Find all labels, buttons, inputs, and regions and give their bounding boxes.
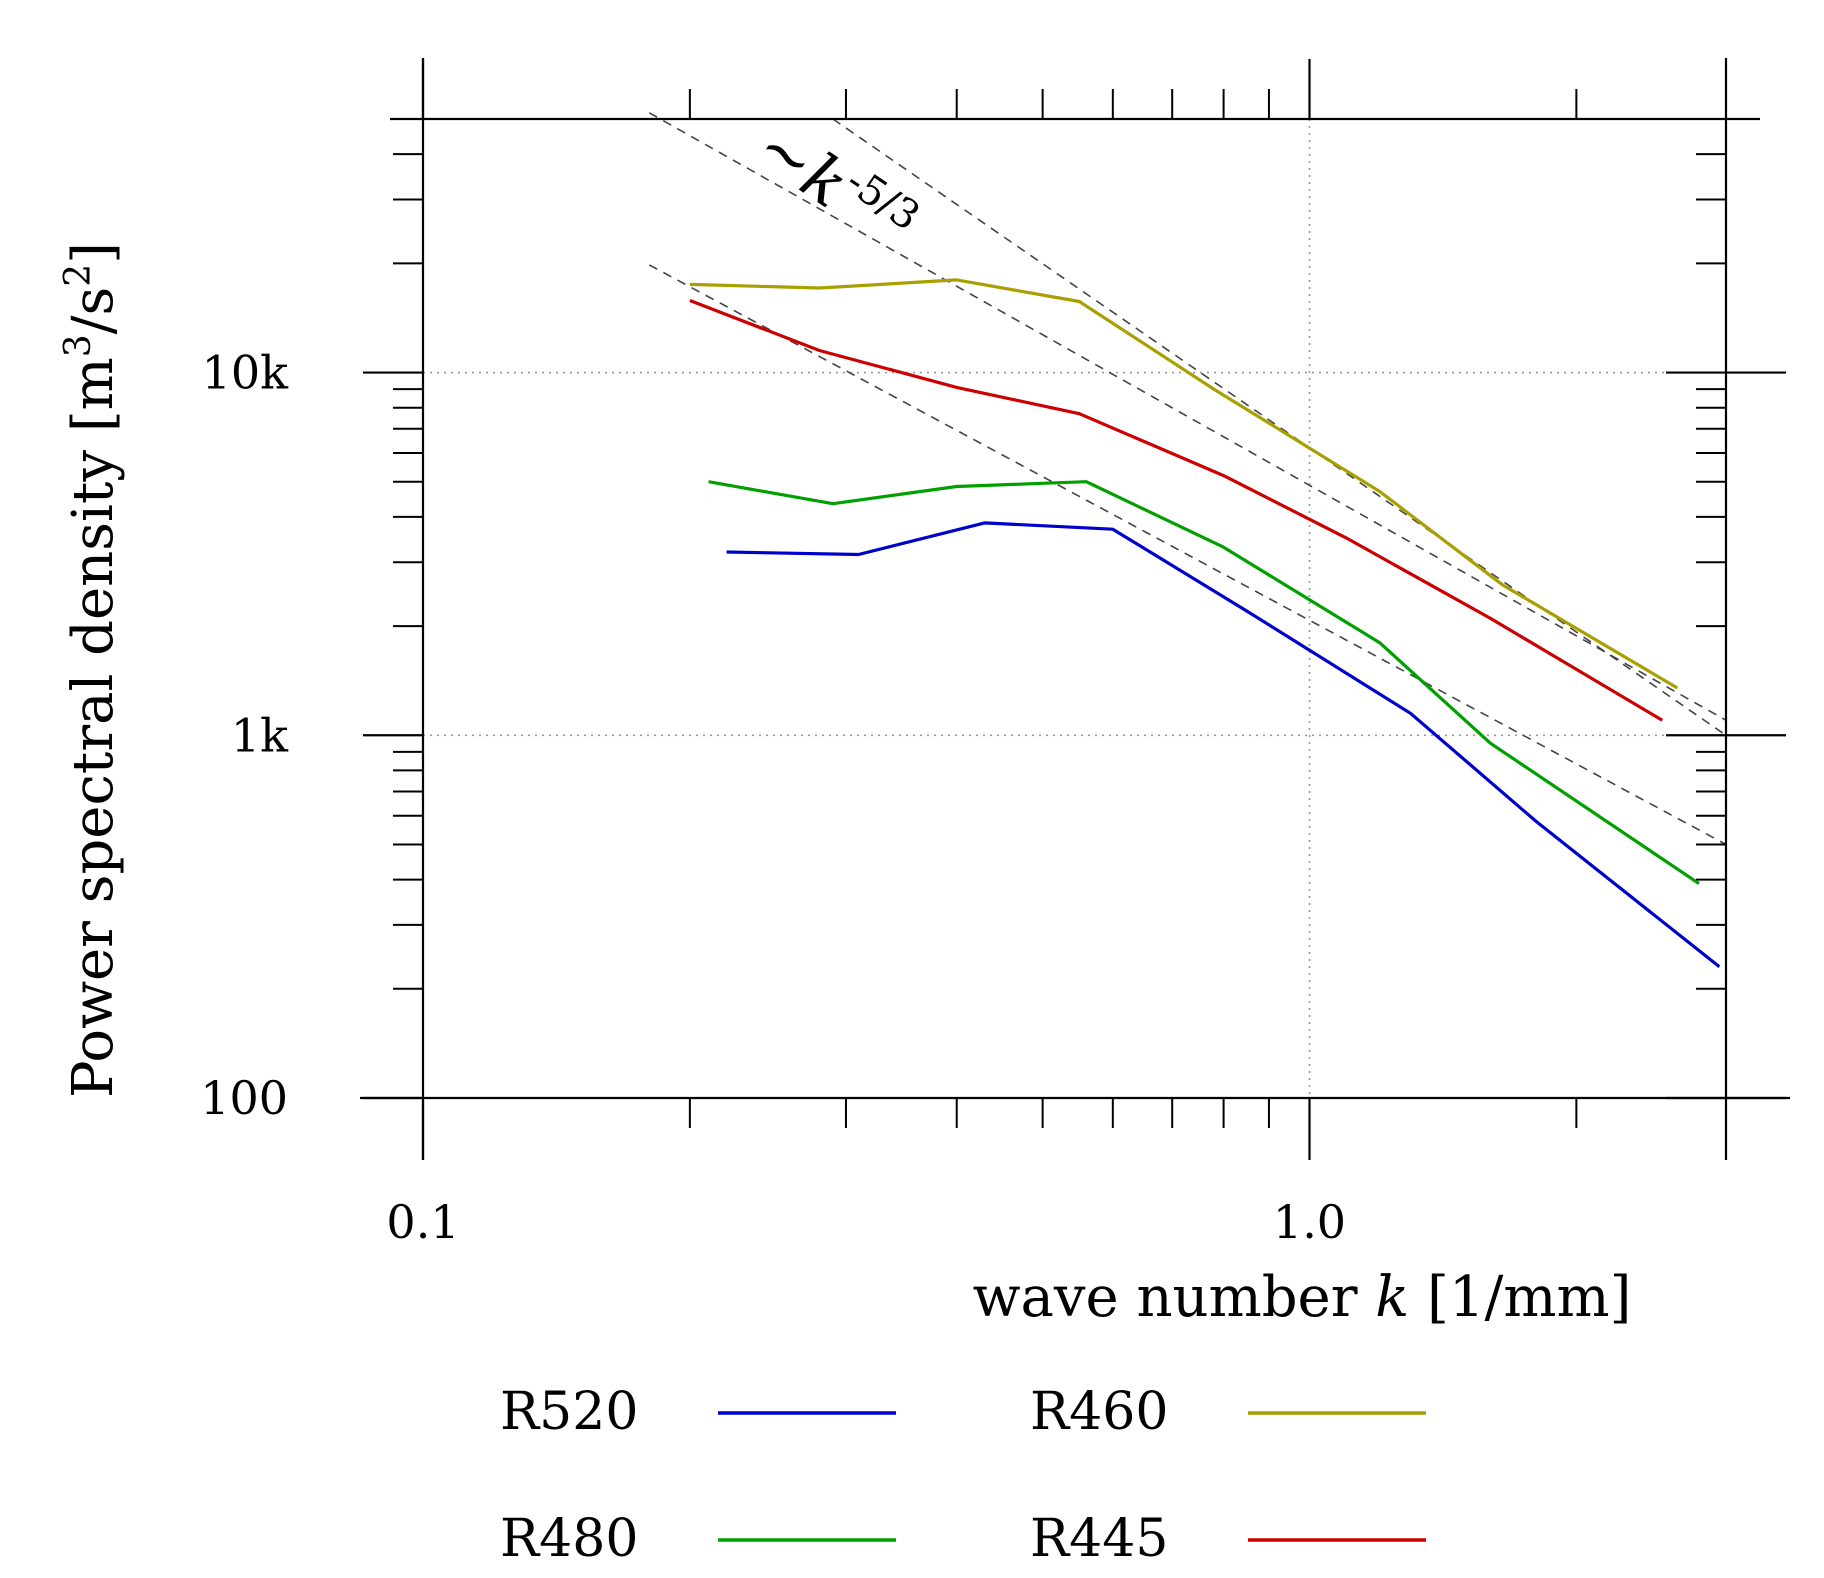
legend-label-r445: R445 — [1030, 1509, 1168, 1569]
slope-annotation: ~k-5/3 — [743, 107, 928, 267]
axes — [360, 58, 1790, 1160]
tick-labels: 0.1 1.0 100 1k 10k — [200, 346, 1346, 1249]
y-tick-label: 100 — [200, 1071, 288, 1125]
legend-label-r460: R460 — [1030, 1382, 1168, 1442]
data-series — [689, 278, 1721, 969]
legend: R520 R460 R480 R445 — [500, 1382, 1426, 1569]
x-axis-title: wave number k [1/mm] — [973, 1265, 1632, 1330]
y-axis-title-sup1: 3 — [58, 334, 99, 357]
y-axis-title: Power spectral density [m3/s2] — [58, 242, 126, 1098]
reference-line — [832, 118, 1727, 736]
series-line-r480 — [708, 480, 1700, 885]
y-tick-label: 10k — [202, 346, 290, 400]
x-tick-label: 0.1 — [386, 1195, 459, 1249]
y-axis-title-text: Power spectral density [m — [61, 357, 126, 1098]
grid-lines — [423, 119, 1726, 1098]
reference-lines — [648, 112, 1727, 846]
x-axis-title-unit: [1/mm] — [1409, 1265, 1631, 1330]
legend-label-r480: R480 — [500, 1509, 638, 1569]
y-axis-title-sup2: 2 — [58, 264, 99, 287]
y-tick-label: 1k — [231, 708, 289, 762]
x-axis-title-text: wave number — [973, 1265, 1376, 1330]
series-line-r460 — [689, 278, 1679, 690]
legend-label-r520: R520 — [500, 1382, 638, 1442]
x-axis-title-var: k — [1375, 1265, 1409, 1330]
series-line-r520 — [726, 521, 1721, 969]
x-tick-label: 1.0 — [1273, 1195, 1346, 1249]
reference-line — [648, 112, 1727, 721]
y-axis-title-mid: /s — [61, 287, 126, 335]
reference-line — [648, 264, 1727, 846]
y-axis-title-end: ] — [61, 242, 126, 264]
series-line-r445 — [689, 299, 1664, 722]
